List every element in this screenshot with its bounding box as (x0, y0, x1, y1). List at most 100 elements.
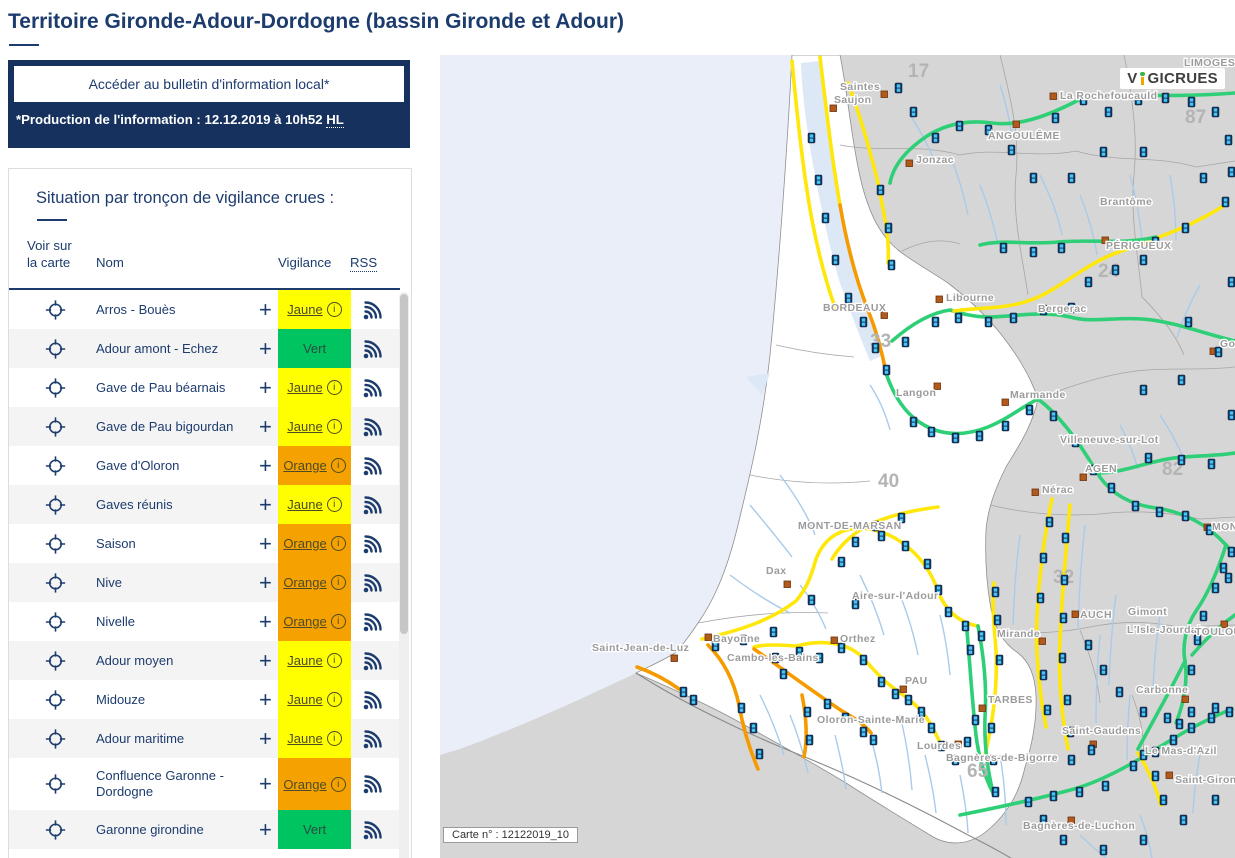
station-icon[interactable] (937, 740, 946, 752)
station-icon[interactable] (882, 364, 891, 376)
station-icon[interactable] (749, 722, 758, 734)
station-icon[interactable] (1211, 106, 1220, 118)
expand-row-button[interactable]: + (259, 771, 272, 796)
rss-feed-button[interactable] (361, 727, 385, 751)
station-icon[interactable] (1061, 532, 1070, 544)
station-icon[interactable] (1221, 196, 1230, 208)
station-icon[interactable] (1045, 516, 1054, 528)
station-icon[interactable] (1043, 704, 1052, 716)
info-icon[interactable]: i (330, 575, 346, 590)
info-icon[interactable]: i (326, 731, 342, 746)
station-icon[interactable] (1177, 374, 1186, 386)
station-icon[interactable] (901, 540, 910, 552)
river-save[interactable] (1174, 543, 1228, 725)
station-icon[interactable] (837, 642, 846, 654)
expand-row-button[interactable]: + (259, 530, 272, 556)
station-icon[interactable] (1139, 146, 1148, 158)
station-icon[interactable] (1219, 562, 1228, 574)
station-icon[interactable] (755, 748, 764, 760)
map-svg[interactable]: 1787332440823265 SaintesSaujonJonzacANGO… (440, 55, 1235, 858)
vigilance-badge[interactable]: Vert (278, 329, 351, 368)
station-icon[interactable] (1039, 304, 1048, 316)
station-icon[interactable] (1071, 436, 1080, 448)
vigilance-badge[interactable]: Jaune i (278, 641, 351, 680)
station-icon[interactable] (1224, 134, 1233, 146)
station-icon[interactable] (1025, 404, 1034, 416)
expand-row-button[interactable]: + (259, 374, 272, 400)
station-icon[interactable] (837, 556, 846, 568)
station-icon[interactable] (1067, 754, 1076, 766)
station-icon[interactable] (984, 316, 993, 328)
river-baise[interactable] (1034, 497, 1054, 729)
vigilance-badge[interactable]: Jaune i (278, 719, 351, 758)
vigilance-badge[interactable]: Jaune i (278, 407, 351, 446)
station-icon[interactable] (851, 598, 860, 610)
station-icon[interactable] (1139, 254, 1148, 266)
station-icon[interactable] (1107, 482, 1116, 494)
station-icon[interactable] (803, 706, 812, 718)
river-isle[interactable] (952, 201, 1230, 313)
station-icon[interactable] (1169, 734, 1178, 746)
station-icon[interactable] (1159, 794, 1168, 806)
station-icon[interactable] (971, 714, 980, 726)
station-icon[interactable] (1155, 506, 1164, 518)
station-icon[interactable] (1199, 610, 1208, 622)
station-icon[interactable] (1075, 786, 1084, 798)
vigilance-badge[interactable]: Jaune i (278, 680, 351, 719)
river-confluence-garonne-dordogne[interactable] (838, 203, 888, 375)
station-icon[interactable] (1211, 794, 1220, 806)
station-icon[interactable] (1134, 94, 1143, 106)
station-icon[interactable] (1051, 112, 1060, 124)
station-icon[interactable] (1225, 706, 1234, 718)
locate-on-map-button[interactable] (45, 689, 66, 710)
vigilance-badge[interactable]: Jaune i (278, 368, 351, 407)
rss-feed-button[interactable] (361, 337, 385, 361)
station-icon[interactable] (999, 242, 1008, 254)
locate-on-map-button[interactable] (45, 338, 66, 359)
vigilance-level[interactable]: Orange (283, 614, 327, 629)
river-garonne-pyrenees[interactable] (958, 707, 1234, 817)
rss-feed-button[interactable] (361, 298, 385, 322)
station-icon[interactable] (1099, 664, 1108, 676)
station-icon[interactable] (1151, 770, 1160, 782)
rss-feed-button[interactable] (361, 454, 385, 478)
station-icon[interactable] (1029, 172, 1038, 184)
vigilance-badge[interactable]: Orange i (278, 602, 351, 641)
rss-feed-button[interactable] (361, 818, 385, 842)
river-dronne[interactable] (978, 235, 1158, 247)
station-icon[interactable] (1039, 669, 1048, 681)
station-icon[interactable] (814, 174, 823, 186)
station-icon[interactable] (1227, 276, 1235, 288)
station-icon[interactable] (1099, 146, 1108, 158)
station-icon[interactable] (1211, 582, 1220, 594)
station-icon[interactable] (951, 754, 960, 766)
station-icon[interactable] (1139, 834, 1148, 846)
locate-on-map-button[interactable] (45, 572, 66, 593)
rss-feed-button[interactable] (361, 532, 385, 556)
river-estuaire-ouest[interactable] (790, 59, 838, 312)
station-icon[interactable] (815, 652, 824, 664)
vigilance-level[interactable]: Jaune (287, 380, 323, 395)
expand-row-button[interactable]: + (259, 816, 272, 842)
station-icon[interactable] (831, 254, 840, 266)
rss-feed-button[interactable] (361, 571, 385, 595)
vigilance-badge[interactable]: Jaune i (278, 290, 351, 329)
rss-feed-button[interactable] (361, 493, 385, 517)
vigilance-map[interactable]: 1787332440823265 SaintesSaujonJonzacANGO… (440, 55, 1235, 858)
locate-on-map-button[interactable] (45, 416, 66, 437)
station-icon[interactable] (1181, 222, 1190, 234)
station-icon[interactable] (1115, 686, 1124, 698)
station-icon[interactable] (901, 336, 910, 348)
station-icon[interactable] (1207, 712, 1216, 724)
river-echez[interactable] (965, 629, 995, 795)
river-ariege-amont[interactable] (1136, 659, 1187, 751)
station-icon[interactable] (954, 312, 963, 324)
column-header-rss[interactable]: RSS (350, 255, 378, 272)
locate-on-map-button[interactable] (45, 299, 66, 320)
station-icon[interactable] (934, 584, 943, 596)
station-icon[interactable] (1227, 166, 1235, 178)
station-icon[interactable] (951, 432, 960, 444)
info-icon[interactable]: i (326, 653, 342, 668)
vigilance-level[interactable]: Orange (283, 536, 327, 551)
station-icon[interactable] (1139, 384, 1148, 396)
